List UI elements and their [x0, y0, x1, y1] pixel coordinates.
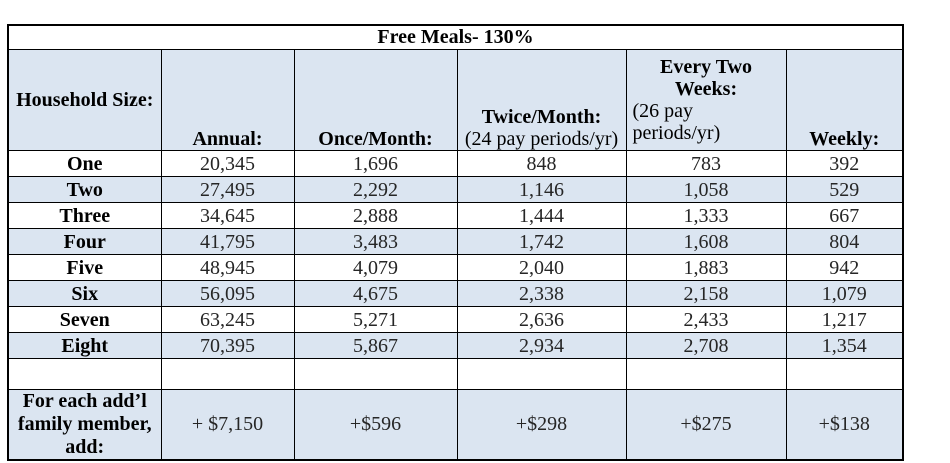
- cell-annual: 70,395: [160, 332, 295, 359]
- cell-weekly: 529: [785, 176, 904, 203]
- column-header-twice-month: Twice/Month: (24 pay periods/yr): [456, 49, 627, 151]
- cell-twice-month: 2,338: [456, 280, 627, 307]
- cell-once-month: 1,696: [293, 150, 458, 177]
- spacer-row: [7, 358, 904, 390]
- table-row: Two 27,495 2,292 1,146 1,058 529: [7, 176, 904, 203]
- title-row: Free Meals- 130%: [7, 24, 904, 50]
- cell-annual: 27,495: [160, 176, 295, 203]
- table-row: Eight 70,395 5,867 2,934 2,708 1,354: [7, 332, 904, 359]
- cell-addl-label: For each add’l family member, add:: [7, 389, 162, 461]
- cell-every-two-weeks: 2,158: [625, 280, 787, 307]
- cell-household-size: Eight: [7, 332, 162, 359]
- spacer-cell: [293, 358, 458, 390]
- cell-addl-weekly: +$138: [785, 389, 904, 461]
- additional-member-row: For each add’l family member, add: + $7,…: [7, 389, 904, 461]
- cell-weekly: 804: [785, 228, 904, 255]
- free-meals-table-container: Free Meals- 130% Household Size: Annual:…: [7, 24, 904, 461]
- column-header-every-two-weeks: Every Two Weeks: (26 pay periods/yr): [625, 49, 787, 151]
- cell-every-two-weeks: 1,058: [625, 176, 787, 203]
- spacer-cell: [160, 358, 295, 390]
- cell-every-two-weeks: 783: [625, 150, 787, 177]
- column-header-label: Twice/Month:: [481, 106, 602, 128]
- spacer-cell: [785, 358, 904, 390]
- cell-annual: 56,095: [160, 280, 295, 307]
- cell-weekly: 667: [785, 202, 904, 229]
- cell-annual: 34,645: [160, 202, 295, 229]
- cell-household-size: Seven: [7, 306, 162, 333]
- column-header-once-month: Once/Month:: [293, 49, 458, 151]
- header-row: Household Size: Annual: Once/Month: Twic…: [7, 49, 904, 151]
- cell-every-two-weeks: 1,608: [625, 228, 787, 255]
- spacer-cell: [456, 358, 627, 390]
- cell-annual: 63,245: [160, 306, 295, 333]
- cell-once-month: 4,675: [293, 280, 458, 307]
- spacer-cell: [7, 358, 162, 390]
- cell-every-two-weeks: 2,433: [625, 306, 787, 333]
- cell-annual: 20,345: [160, 150, 295, 177]
- table-row: One 20,345 1,696 848 783 392: [7, 150, 904, 177]
- cell-annual: 41,795: [160, 228, 295, 255]
- table-row: Five 48,945 4,079 2,040 1,883 942: [7, 254, 904, 281]
- cell-household-size: Two: [7, 176, 162, 203]
- cell-addl-annual: + $7,150: [160, 389, 295, 461]
- table-row: Four 41,795 3,483 1,742 1,608 804: [7, 228, 904, 255]
- cell-every-two-weeks: 1,883: [625, 254, 787, 281]
- cell-addl-every-two-weeks: +$275: [625, 389, 787, 461]
- cell-once-month: 5,271: [293, 306, 458, 333]
- cell-weekly: 942: [785, 254, 904, 281]
- cell-once-month: 2,888: [293, 202, 458, 229]
- cell-once-month: 2,292: [293, 176, 458, 203]
- cell-twice-month: 1,146: [456, 176, 627, 203]
- column-header-sublabel: (26 pay periods/yr): [632, 100, 721, 144]
- cell-household-size: Six: [7, 280, 162, 307]
- spacer-cell: [625, 358, 787, 390]
- column-header-household-size: Household Size:: [7, 49, 162, 151]
- column-header-annual: Annual:: [160, 49, 295, 151]
- table-row: Three 34,645 2,888 1,444 1,333 667: [7, 202, 904, 229]
- column-header-weekly: Weekly:: [785, 49, 904, 151]
- cell-household-size: One: [7, 150, 162, 177]
- cell-twice-month: 1,444: [456, 202, 627, 229]
- cell-weekly: 1,079: [785, 280, 904, 307]
- column-header-label: Annual:: [192, 128, 263, 150]
- cell-household-size: Five: [7, 254, 162, 281]
- cell-twice-month: 848: [456, 150, 627, 177]
- table-title: Free Meals- 130%: [7, 24, 904, 50]
- cell-twice-month: 1,742: [456, 228, 627, 255]
- cell-weekly: 1,217: [785, 306, 904, 333]
- cell-household-size: Four: [7, 228, 162, 255]
- cell-twice-month: 2,934: [456, 332, 627, 359]
- column-header-label: Household Size:: [16, 89, 154, 111]
- column-header-label: Once/Month:: [318, 128, 433, 150]
- cell-weekly: 1,354: [785, 332, 904, 359]
- column-header-label: Every Two Weeks:: [659, 56, 753, 100]
- cell-once-month: 5,867: [293, 332, 458, 359]
- cell-once-month: 4,079: [293, 254, 458, 281]
- column-header-sublabel: (24 pay periods/yr): [464, 128, 619, 150]
- cell-every-two-weeks: 2,708: [625, 332, 787, 359]
- cell-every-two-weeks: 1,333: [625, 202, 787, 229]
- free-meals-table: Free Meals- 130% Household Size: Annual:…: [7, 24, 904, 461]
- cell-once-month: 3,483: [293, 228, 458, 255]
- cell-addl-once-month: +$596: [293, 389, 458, 461]
- cell-weekly: 392: [785, 150, 904, 177]
- cell-addl-twice-month: +$298: [456, 389, 627, 461]
- cell-twice-month: 2,636: [456, 306, 627, 333]
- table-row: Six 56,095 4,675 2,338 2,158 1,079: [7, 280, 904, 307]
- column-header-label: Weekly:: [809, 128, 880, 150]
- cell-annual: 48,945: [160, 254, 295, 281]
- cell-household-size: Three: [7, 202, 162, 229]
- cell-twice-month: 2,040: [456, 254, 627, 281]
- table-row: Seven 63,245 5,271 2,636 2,433 1,217: [7, 306, 904, 333]
